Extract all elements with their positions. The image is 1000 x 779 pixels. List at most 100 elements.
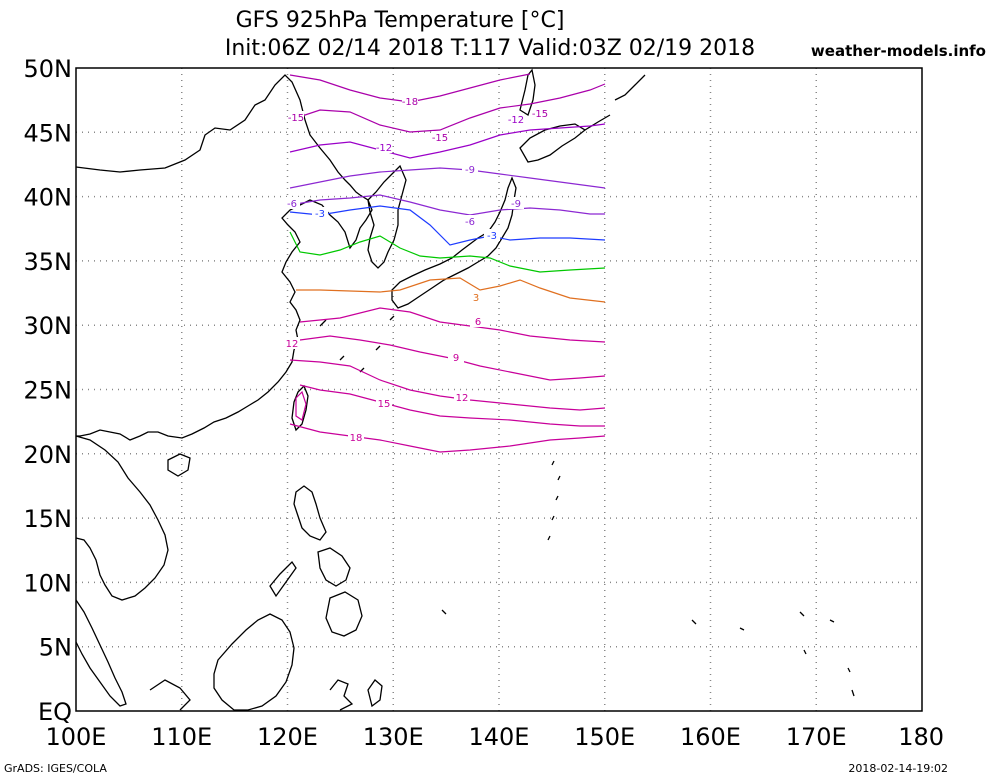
chart-subtitle: Init:06Z 02/14 2018 T:117 Valid:03Z 02/1… [224, 36, 756, 61]
contour-label: -3 [315, 209, 325, 220]
lon-label: 100E [46, 723, 107, 751]
contour-label: 15 [378, 399, 391, 410]
lon-label: 180 [898, 723, 944, 751]
lat-label: 30N [24, 312, 73, 340]
contour-label-bg [462, 215, 478, 227]
contour-0 [289, 231, 606, 273]
contour-label: -18 [402, 97, 418, 108]
lat-label: 10N [24, 569, 73, 597]
contour-label-bg [470, 315, 486, 327]
contour-label: -15 [288, 113, 304, 124]
lat-label: 40N [24, 184, 73, 212]
lat-label: EQ [38, 698, 72, 726]
lat-label: 25N [24, 377, 73, 405]
contour-label: 3 [473, 293, 479, 304]
contour-label-bg [312, 207, 328, 219]
contour-label-bg [376, 141, 392, 153]
palawan-coastline [269, 560, 297, 598]
latitude-labels: 50N 45N 40N 35N 30N 25N 20N 15N 10N 5N EQ [24, 55, 73, 726]
contour-label: -6 [465, 217, 475, 228]
contour-label: -12 [508, 115, 524, 126]
philippines-mindanao-coastline [325, 591, 363, 637]
lat-label: 35N [24, 248, 73, 276]
contour-label-bg [448, 351, 464, 363]
contour-label-bg [462, 163, 478, 175]
sumatra-coastline [149, 679, 191, 711]
philippines-visayas-coastline [317, 547, 351, 587]
contour-label-bg [484, 229, 500, 241]
contour-minus12 [289, 123, 606, 159]
contour-3 [296, 277, 606, 303]
coastlines [75, 68, 855, 711]
contour-label: 12 [286, 339, 299, 350]
hokkaido-coastline [519, 123, 587, 163]
render-timestamp: 2018-02-14-19:02 [848, 762, 948, 775]
kamchatka-kurils-coastline [584, 74, 646, 131]
contour-label-bg [376, 397, 392, 409]
contour-label-bg [284, 197, 300, 209]
taiwan-coastline [291, 384, 309, 432]
hainan-coastline [167, 453, 191, 477]
ryukyu-islands [319, 315, 395, 373]
philippines-luzon-coastline [293, 485, 327, 541]
contour-minus15 [289, 83, 606, 133]
lon-label: 150E [574, 723, 635, 751]
contour-18 [289, 423, 606, 453]
contour-minus6 [289, 194, 605, 216]
grads-credit: GrADS: IGES/COLA [4, 762, 107, 775]
halmahera-coastline [367, 679, 383, 708]
contour-labels: -18 -15 -15 -15 -12 -12 -9 -9 -6 -6 -3 -3 3 6 9 12 12 15 1… [284, 95, 548, 444]
japan-coastline [391, 176, 517, 309]
lon-label: 110E [151, 723, 212, 751]
contour-taiwan [295, 390, 307, 421]
contour-label: 6 [475, 317, 481, 328]
contour-label: 12 [456, 393, 469, 404]
contour-label-bg [284, 337, 300, 349]
contour-label-bg [348, 431, 364, 443]
contour-label: 18 [350, 433, 363, 444]
contour-minus3 [289, 205, 606, 246]
malay-peninsula-coastline [75, 599, 127, 707]
lon-label: 140E [469, 723, 530, 751]
contour-6 [299, 307, 606, 343]
contour-label-bg [288, 111, 304, 123]
contour-label: -6 [287, 199, 297, 210]
lat-label: 45N [24, 119, 73, 147]
longitude-labels: 100E 110E 120E 130E 140E 150E 160E 170E 180 [46, 723, 944, 751]
lat-label: 15N [24, 505, 73, 533]
lat-label: 5N [39, 634, 72, 662]
contour-label-bg [508, 113, 524, 125]
contour-label: -12 [376, 143, 392, 154]
sulawesi-coastline [329, 679, 354, 711]
contour-label: -15 [532, 109, 548, 120]
map-frame [75, 67, 923, 712]
lat-label: 50N [24, 55, 73, 83]
contour-label: -9 [465, 165, 475, 176]
contour-label: -3 [487, 231, 497, 242]
lon-label: 160E [680, 723, 741, 751]
contour-label-bg [454, 391, 470, 403]
contour-label-bg [432, 131, 448, 143]
contour-label: -15 [432, 133, 448, 144]
lon-label: 130E [363, 723, 424, 751]
contour-label: 9 [453, 353, 459, 364]
contour-12 [289, 359, 606, 411]
indochina-coastline [75, 435, 169, 601]
contour-label: -9 [511, 199, 521, 210]
asia-coastline [75, 74, 373, 441]
korea-coastline [367, 164, 407, 269]
lon-label: 170E [786, 723, 847, 751]
chart-title: GFS 925hPa Temperature [°C] [235, 8, 565, 33]
lon-label: 120E [257, 723, 318, 751]
contour-15 [299, 384, 605, 427]
mariana-islands [547, 460, 561, 541]
contour-label-bg [402, 95, 418, 107]
site-credit: weather-models.info [810, 42, 986, 60]
contour-minus9 [289, 167, 606, 189]
temperature-contours [289, 73, 606, 453]
contour-label-bg [508, 197, 524, 209]
micronesia-islands [441, 609, 855, 697]
contour-label-bg [468, 291, 484, 303]
lat-label: 20N [24, 441, 73, 469]
